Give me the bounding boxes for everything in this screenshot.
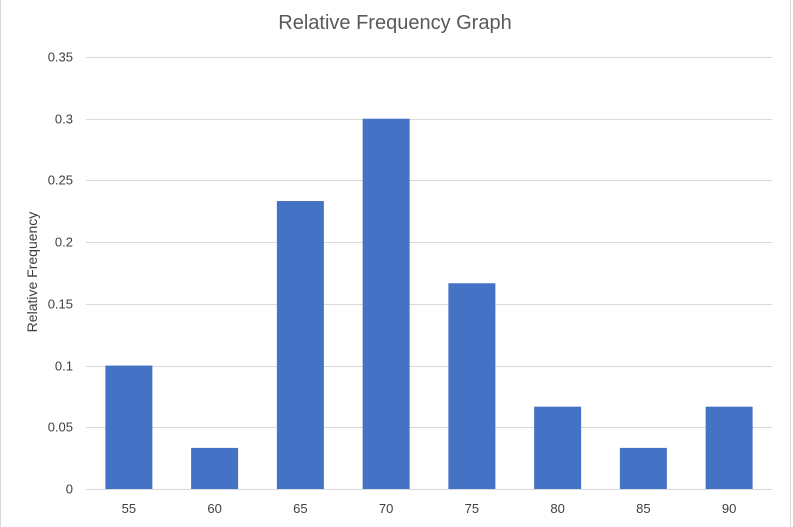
x-tick-label: 70 [379, 501, 393, 516]
bars [105, 118, 753, 489]
bar-60 [191, 447, 239, 489]
y-tick-label: 0.15 [48, 297, 73, 312]
bar-85 [619, 447, 667, 489]
x-tick-label: 80 [550, 501, 564, 516]
bar-55 [105, 365, 153, 489]
bar-70 [362, 118, 410, 489]
x-tick-label: 65 [293, 501, 307, 516]
bar-65 [276, 201, 324, 489]
gridlines [86, 57, 772, 490]
x-tick-label: 60 [207, 501, 221, 516]
bar-80 [534, 406, 582, 489]
y-tick-label: 0.3 [55, 112, 73, 127]
y-axis-ticks: 0 0.05 0.1 0.15 0.2 0.25 0.3 0.35 [48, 50, 73, 497]
y-tick-label: 0.35 [48, 50, 73, 65]
bar-75 [448, 283, 496, 489]
x-tick-label: 85 [636, 501, 650, 516]
y-tick-label: 0.25 [48, 173, 73, 188]
y-axis-label: Relative Frequency [24, 212, 40, 333]
y-tick-label: 0.2 [55, 235, 73, 250]
bar-90 [705, 406, 753, 489]
y-tick-label: 0.1 [55, 359, 73, 374]
chart-title: Relative Frequency Graph [278, 12, 511, 34]
x-axis-ticks: 55 60 65 70 75 80 85 90 [122, 501, 737, 516]
y-tick-label: 0 [66, 482, 73, 497]
x-tick-label: 55 [122, 501, 136, 516]
x-tick-label: 75 [465, 501, 479, 516]
y-tick-label: 0.05 [48, 420, 73, 435]
x-tick-label: 90 [722, 501, 736, 516]
